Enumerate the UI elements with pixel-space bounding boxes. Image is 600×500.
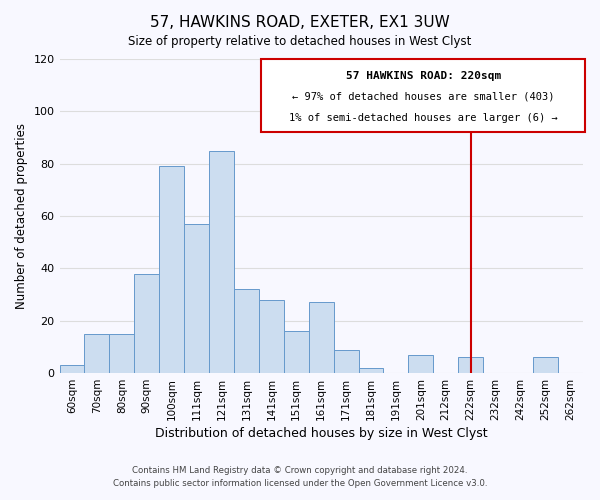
Bar	[234, 290, 259, 373]
Bar	[309, 302, 334, 373]
Bar	[85, 334, 109, 373]
Bar	[458, 358, 483, 373]
Bar	[109, 334, 134, 373]
Bar	[284, 331, 309, 373]
Bar	[259, 300, 284, 373]
Bar	[209, 150, 234, 373]
Bar	[184, 224, 209, 373]
Text: Size of property relative to detached houses in West Clyst: Size of property relative to detached ho…	[128, 35, 472, 48]
Bar	[409, 354, 433, 373]
Bar	[134, 274, 159, 373]
X-axis label: Distribution of detached houses by size in West Clyst: Distribution of detached houses by size …	[155, 427, 487, 440]
Bar	[533, 358, 558, 373]
FancyBboxPatch shape	[262, 59, 585, 132]
Y-axis label: Number of detached properties: Number of detached properties	[15, 123, 28, 309]
Text: ← 97% of detached houses are smaller (403): ← 97% of detached houses are smaller (40…	[292, 92, 554, 102]
Bar	[334, 350, 359, 373]
Bar	[159, 166, 184, 373]
Text: 57 HAWKINS ROAD: 220sqm: 57 HAWKINS ROAD: 220sqm	[346, 71, 501, 81]
Bar	[59, 365, 85, 373]
Text: 1% of semi-detached houses are larger (6) →: 1% of semi-detached houses are larger (6…	[289, 113, 557, 123]
Bar	[359, 368, 383, 373]
Text: Contains HM Land Registry data © Crown copyright and database right 2024.
Contai: Contains HM Land Registry data © Crown c…	[113, 466, 487, 487]
Text: 57, HAWKINS ROAD, EXETER, EX1 3UW: 57, HAWKINS ROAD, EXETER, EX1 3UW	[150, 15, 450, 30]
